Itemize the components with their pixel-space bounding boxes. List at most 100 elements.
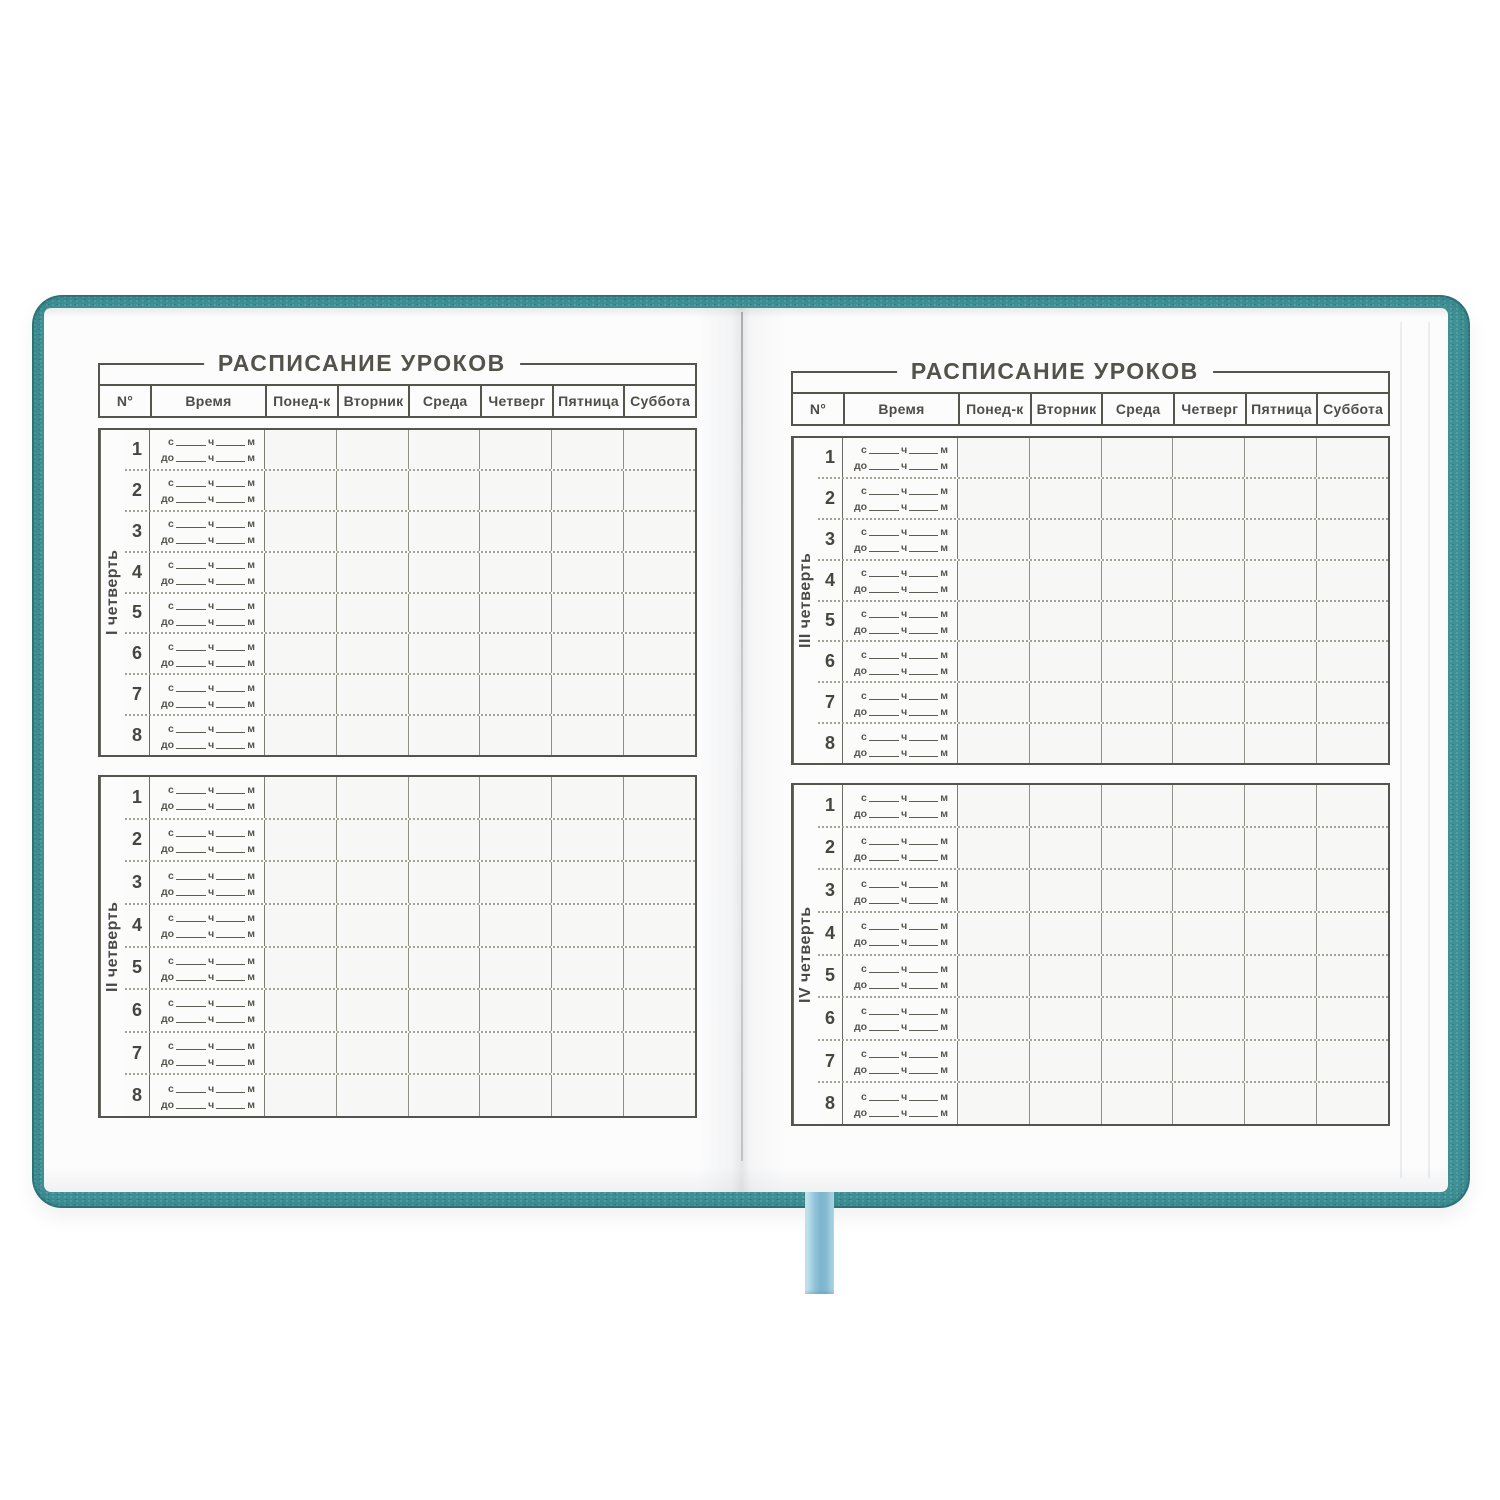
time-prefix: с (861, 920, 867, 933)
day-cell (335, 634, 408, 674)
time-prefix: с (168, 784, 174, 797)
hour-blank-line (175, 963, 207, 965)
day-cell (1028, 870, 1101, 911)
hour-label: ч (901, 501, 908, 514)
day-cell (1244, 519, 1317, 559)
day-cell (1316, 827, 1388, 869)
day-cell (551, 511, 624, 551)
minute-label: м (247, 559, 255, 572)
hour-blank-line (176, 584, 207, 586)
lesson-time-cell: с ч м до ч м (843, 601, 958, 641)
minute-blank-line (909, 817, 939, 819)
minute-label: м (247, 493, 255, 506)
day-cell (551, 470, 624, 510)
hour-blank-line (869, 632, 900, 634)
day-cell (551, 1032, 624, 1074)
day-cell (265, 470, 336, 510)
hour-blank-line (869, 714, 900, 716)
time-prefix: с (168, 559, 174, 572)
time-prefix: с (168, 722, 174, 735)
hour-blank-line (176, 1022, 207, 1024)
hour-blank-line (175, 486, 207, 488)
time-prefix: с (861, 444, 867, 457)
minute-label: м (247, 738, 255, 751)
time-line-to: до ч м (161, 885, 255, 897)
hour-blank-line (868, 1099, 900, 1101)
time-prefix: до (854, 664, 868, 677)
lesson-number: 5 (125, 947, 150, 989)
day-cell (1028, 955, 1101, 997)
hour-blank-line (869, 1073, 900, 1075)
day-cell (407, 947, 480, 989)
day-cell (1316, 955, 1388, 997)
hour-label: ч (208, 784, 215, 797)
time-prefix: с (861, 1048, 867, 1061)
hour-blank-line (869, 1115, 900, 1117)
minute-blank-line (909, 1030, 939, 1032)
hour-label: ч (208, 575, 215, 588)
hour-label: ч (901, 936, 908, 949)
day-cell (265, 1075, 336, 1116)
day-cell (958, 827, 1029, 869)
day-cell (551, 947, 624, 989)
minute-label: м (247, 826, 255, 839)
day-cell (1244, 560, 1317, 600)
hour-blank-line (176, 1107, 207, 1109)
lesson-time-cell: с ч м до ч м (150, 511, 265, 551)
minute-blank-line (216, 543, 246, 545)
hour-label: ч (901, 893, 908, 906)
minute-blank-line (216, 747, 246, 749)
day-cell (623, 634, 695, 674)
minute-label: м (247, 656, 255, 669)
minute-label: м (940, 1106, 948, 1119)
day-cell (958, 519, 1029, 559)
day-cell (551, 716, 624, 755)
day-cell (265, 552, 336, 592)
time-prefix: до (161, 1056, 175, 1069)
time-line-to: до ч м (161, 1098, 255, 1110)
day-cell (265, 593, 336, 633)
minute-label: м (247, 1056, 255, 1069)
lesson-row: 1 с ч м до ч м (125, 777, 695, 818)
column-header-4: Среда (408, 386, 480, 416)
day-cell (1100, 870, 1173, 911)
day-cell (407, 862, 480, 903)
minute-label: м (247, 1013, 255, 1026)
minute-blank-line (216, 665, 246, 667)
day-cell (1028, 560, 1101, 600)
day-cell (407, 675, 480, 715)
hour-blank-line (176, 1065, 207, 1067)
time-prefix: с (168, 869, 174, 882)
hour-label: ч (901, 1005, 908, 1018)
time-line-to: до ч м (161, 656, 255, 669)
lesson-row: 4 с ч м до ч м (125, 902, 695, 946)
lesson-time-cell: с ч м до ч м (843, 519, 958, 559)
day-cell (1028, 478, 1101, 518)
lesson-time-cell: с ч м до ч м (150, 634, 265, 674)
time-line-to: до ч м (854, 459, 948, 472)
hour-label: ч (208, 1013, 215, 1026)
lesson-row: 3 с ч м до ч м (818, 517, 1388, 559)
day-cell (265, 904, 336, 946)
column-header-2: Понед-к (265, 386, 337, 416)
day-cell (407, 634, 480, 674)
hour-label: ч (901, 978, 908, 991)
lesson-row: 7 с ч м до ч м (818, 1038, 1388, 1082)
day-cell (335, 552, 408, 592)
time-prefix: до (854, 623, 868, 636)
time-prefix: с (861, 485, 867, 498)
hour-label: ч (901, 705, 908, 718)
time-prefix: с (861, 607, 867, 620)
column-header-0: N° (116, 393, 134, 409)
lesson-number: 3 (818, 519, 843, 559)
lesson-time-cell: с ч м до ч м (150, 777, 265, 818)
schedule-columns-row: N° Время Понед-к Вторник Среда Четверг Пятница… (100, 384, 695, 416)
minute-label: м (940, 526, 948, 539)
lesson-number: 7 (125, 675, 150, 715)
hour-blank-line (175, 1091, 207, 1093)
